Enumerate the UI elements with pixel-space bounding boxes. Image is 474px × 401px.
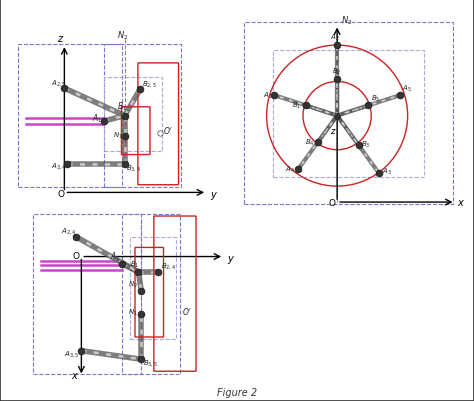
Point (137, 356, 145, 363)
Text: y: y (210, 189, 216, 199)
Point (365, 103, 372, 109)
Text: $N_2$: $N_2$ (117, 30, 128, 42)
Text: O: O (73, 251, 80, 260)
Text: $B_{3,4}$: $B_{3,4}$ (127, 162, 142, 172)
Text: $N_1$: $N_1$ (113, 130, 122, 140)
Point (271, 93, 278, 99)
Point (355, 142, 362, 149)
Text: $A_{3,5}$: $A_{3,5}$ (64, 348, 80, 358)
Point (121, 161, 128, 168)
Text: $B_1$: $B_1$ (117, 101, 127, 113)
Point (155, 269, 162, 275)
Text: $A_{2,4}$: $A_{2,4}$ (62, 225, 77, 235)
Point (72, 234, 80, 240)
Point (294, 166, 302, 173)
Text: $N_2$: $N_2$ (341, 14, 352, 27)
Text: $A_2$: $A_2$ (330, 32, 340, 43)
Text: $B_4$: $B_4$ (305, 137, 315, 147)
Bar (130, 237, 175, 339)
Text: $B_1$: $B_1$ (292, 101, 302, 111)
Bar (122, 214, 180, 374)
Point (121, 113, 128, 119)
Point (121, 134, 128, 140)
Point (396, 93, 404, 99)
Text: $B_{2,5}$: $B_{2,5}$ (142, 79, 157, 88)
Point (375, 170, 383, 176)
Bar (33, 214, 141, 374)
Point (137, 288, 145, 294)
Text: $A_{2,5}$: $A_{2,5}$ (51, 78, 66, 88)
Text: x: x (72, 370, 77, 380)
Text: $A_5$: $A_5$ (402, 83, 412, 94)
Text: $A_4$: $A_4$ (285, 164, 295, 174)
Point (61, 86, 68, 92)
Text: y: y (227, 253, 233, 263)
Text: O: O (328, 199, 335, 208)
Text: $A_1$: $A_1$ (92, 112, 102, 124)
Bar (104, 45, 181, 187)
Text: $O'$: $O'$ (163, 125, 173, 136)
Point (156, 131, 164, 137)
Point (100, 119, 108, 125)
Text: $B_5$: $B_5$ (371, 94, 380, 104)
Text: $N_1$: $N_1$ (128, 307, 138, 317)
Text: $A_3$: $A_3$ (382, 167, 392, 177)
Text: $B_1$: $B_1$ (130, 259, 140, 269)
Text: O: O (58, 190, 65, 198)
Point (314, 140, 322, 146)
Bar (273, 51, 424, 178)
Point (137, 87, 144, 93)
Text: $O'$: $O'$ (182, 305, 192, 316)
Point (333, 113, 341, 119)
Text: $A_{3,4}$: $A_{3,4}$ (51, 161, 66, 171)
Point (302, 103, 310, 109)
Text: z: z (330, 127, 335, 136)
Text: $B_2$: $B_2$ (332, 67, 341, 77)
Point (64, 161, 71, 168)
Text: $A_1$: $A_1$ (110, 249, 120, 262)
Bar (104, 78, 162, 152)
Text: x: x (458, 198, 464, 208)
Bar (18, 45, 122, 187)
Point (137, 311, 145, 317)
Point (333, 43, 341, 49)
Text: $B_{3,5}$: $B_{3,5}$ (143, 357, 158, 367)
Text: $A_1$: $A_1$ (263, 90, 273, 101)
Text: $N_2$: $N_2$ (128, 279, 138, 290)
Point (135, 269, 142, 275)
Text: Figure 2: Figure 2 (217, 387, 257, 397)
Text: z: z (57, 34, 63, 45)
Point (333, 77, 341, 83)
Text: $B_3$: $B_3$ (361, 139, 370, 149)
Point (78, 348, 85, 354)
Point (118, 261, 126, 267)
Text: $B_{2,4}$: $B_{2,4}$ (161, 260, 176, 270)
